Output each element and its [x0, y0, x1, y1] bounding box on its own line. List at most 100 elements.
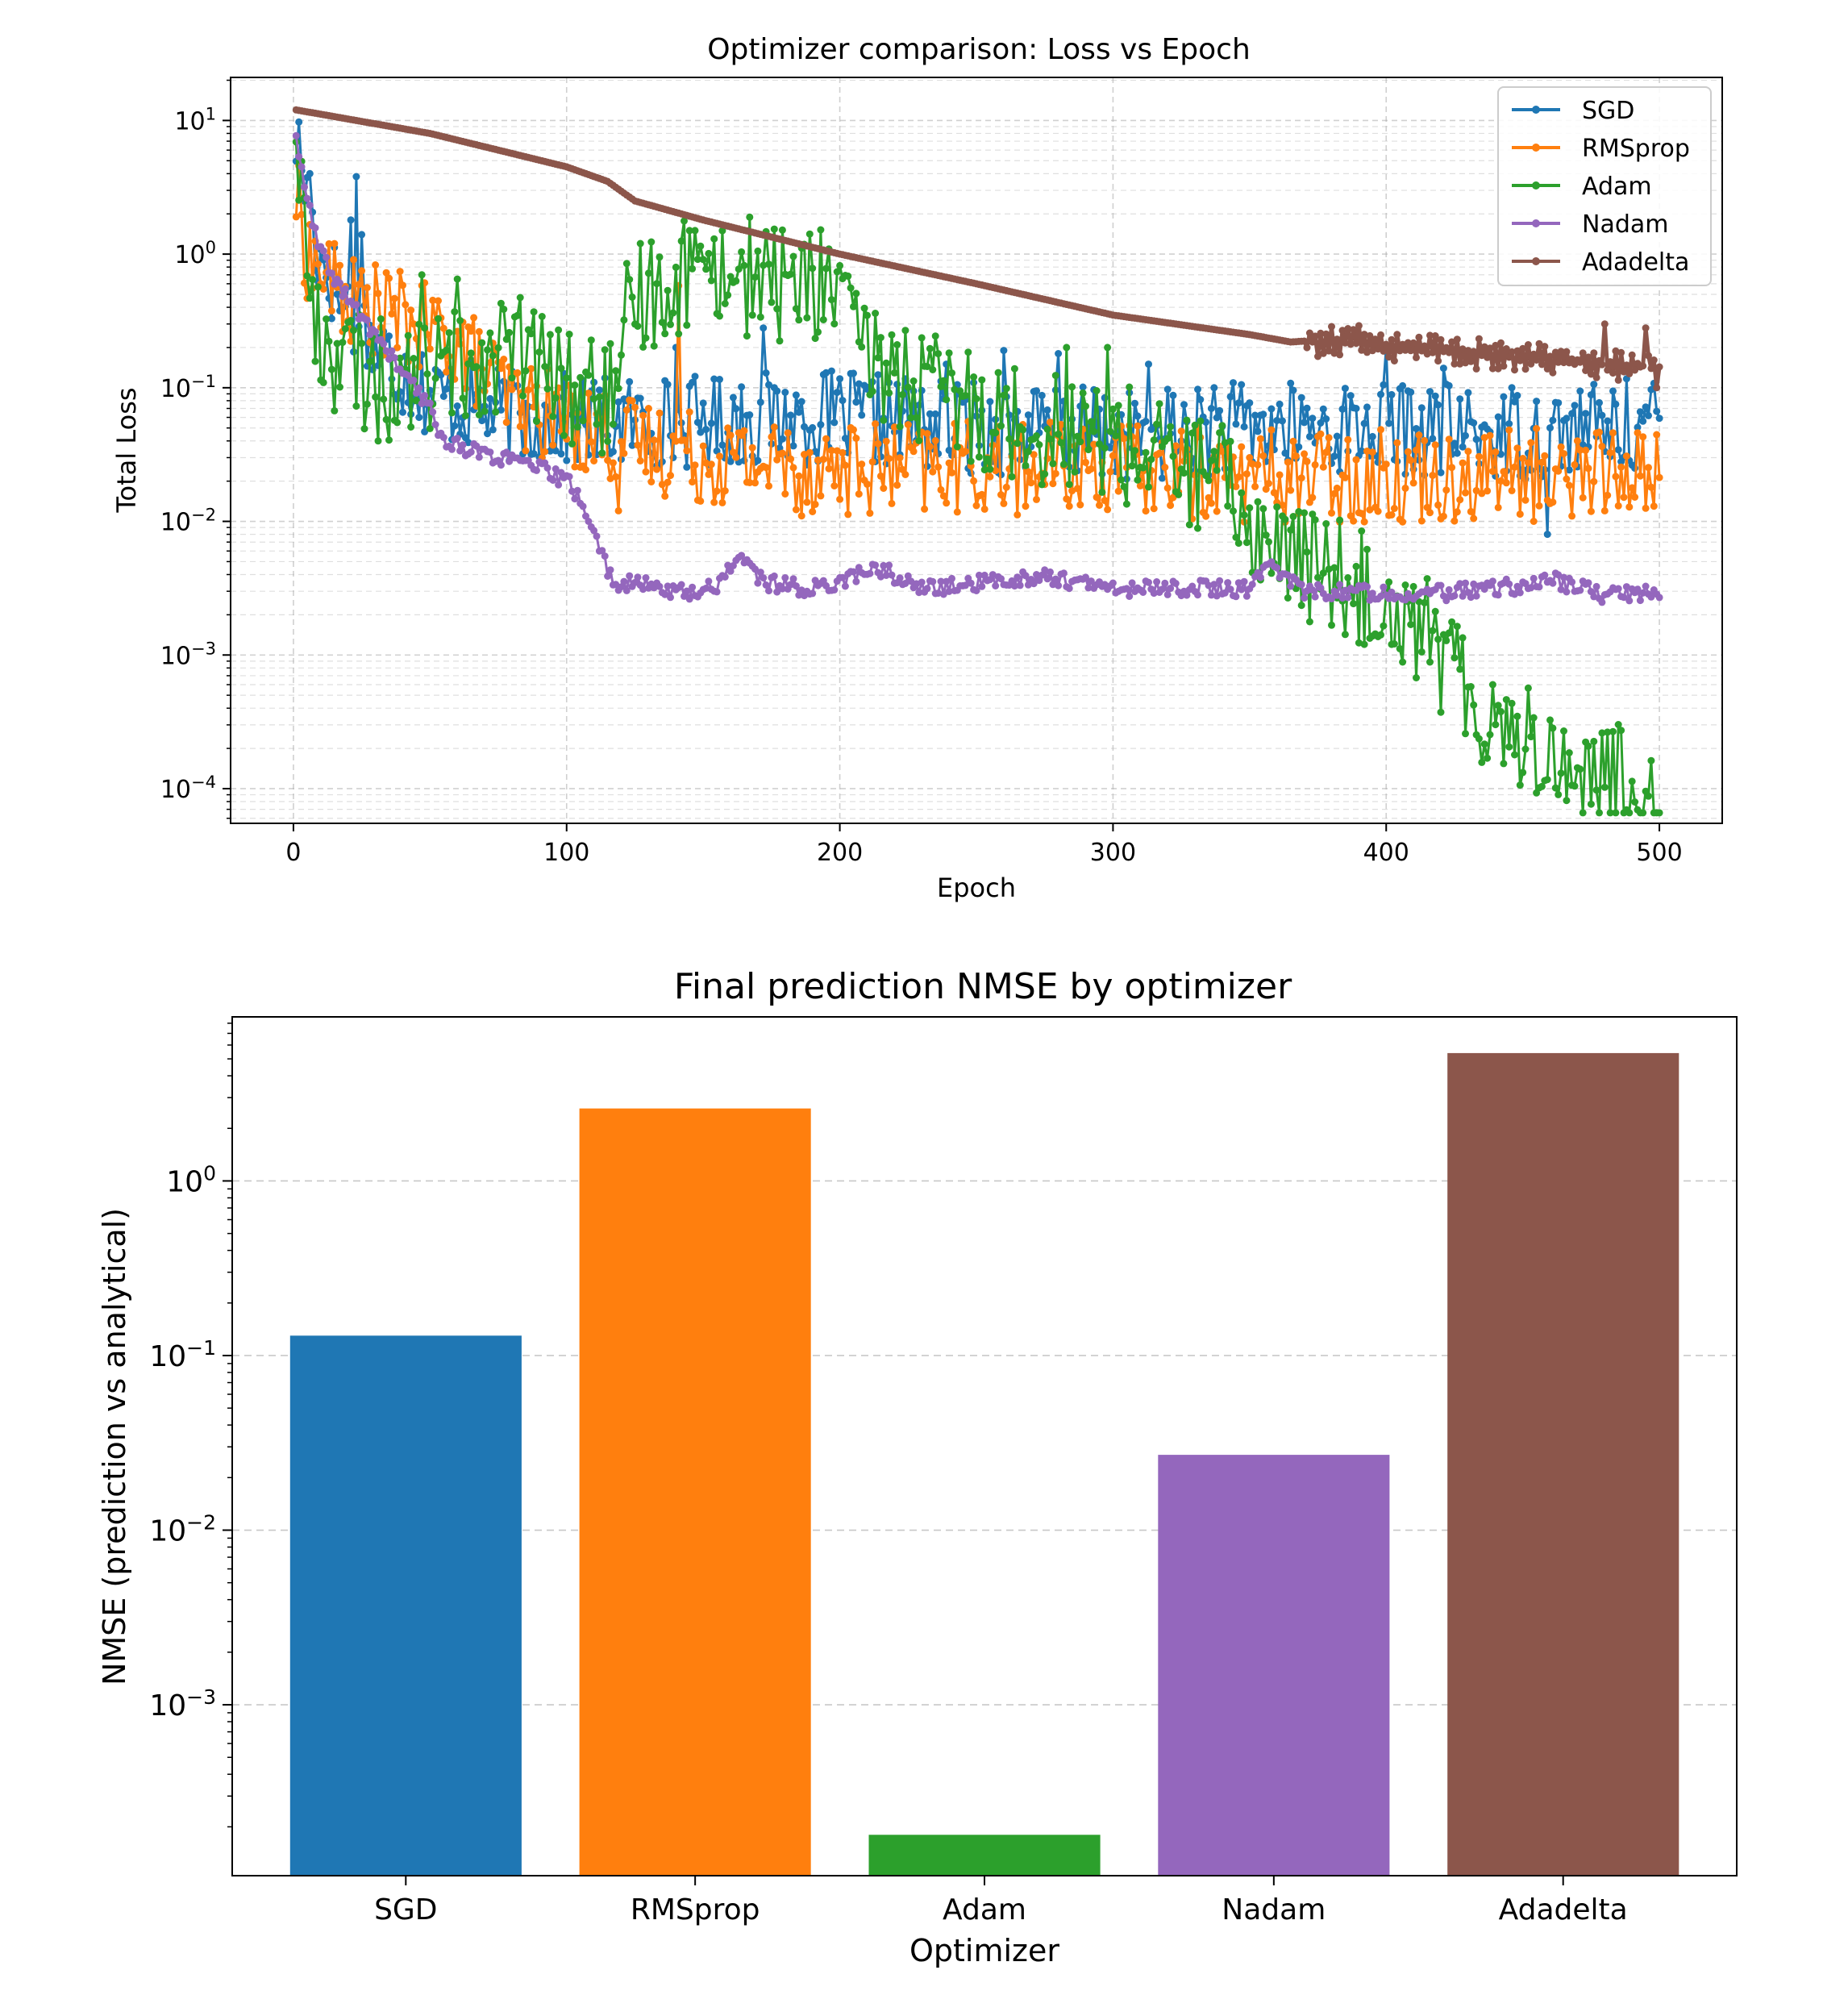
data-point-rmsprop — [1587, 507, 1595, 515]
legend-item-nadam: Nadam — [1512, 210, 1668, 239]
data-point-adam — [805, 230, 814, 238]
data-point-rmsprop — [953, 508, 961, 516]
data-point-rmsprop — [390, 294, 398, 302]
data-point-adam — [484, 346, 491, 354]
data-point-adam — [1035, 441, 1043, 448]
data-point-rmsprop — [1366, 506, 1374, 514]
data-point-sgd — [1158, 474, 1166, 482]
data-point-sgd — [1508, 384, 1516, 392]
data-point-adadelta — [1470, 348, 1478, 356]
data-point-sgd — [833, 389, 841, 397]
data-point-nadam — [622, 586, 631, 594]
data-point-nadam — [677, 581, 685, 589]
data-point-nadam — [1366, 596, 1374, 604]
data-point-adam — [522, 367, 530, 375]
nmse-y-tick-label: 10−1 — [149, 1336, 216, 1373]
data-point-adam — [1076, 438, 1084, 446]
nmse-grid — [232, 1180, 1737, 1706]
data-point-adadelta — [1584, 353, 1592, 361]
data-point-rmsprop — [1374, 507, 1382, 515]
data-point-adam — [1112, 431, 1120, 439]
series-adam — [292, 138, 1663, 817]
data-point-sgd — [1194, 385, 1201, 394]
data-point-adam — [901, 327, 909, 335]
data-point-rmsprop — [1155, 449, 1163, 457]
loss-y-tick-label: 10−3 — [160, 639, 216, 670]
data-point-adam — [909, 377, 918, 385]
data-point-nadam — [298, 163, 306, 171]
data-point-adam — [1486, 731, 1494, 739]
data-point-sgd — [931, 410, 939, 418]
data-point-nadam — [390, 354, 398, 362]
data-point-adam — [1096, 440, 1103, 448]
data-point-adam — [751, 273, 759, 281]
data-point-adam — [693, 256, 701, 264]
data-point-sgd — [811, 448, 819, 456]
data-point-nadam — [664, 582, 672, 590]
data-point-sgd — [1500, 393, 1508, 401]
legend-marker-adadelta — [1532, 257, 1540, 265]
data-point-adadelta — [1511, 366, 1518, 374]
data-point-adam — [382, 415, 390, 423]
data-point-sgd — [421, 427, 429, 435]
data-point-rmsprop — [612, 473, 620, 481]
data-point-adam — [1207, 456, 1215, 464]
data-point-adadelta — [1303, 344, 1311, 352]
data-point-rmsprop — [1388, 511, 1396, 519]
data-point-adadelta — [1319, 349, 1327, 357]
data-point-adadelta — [1617, 348, 1625, 356]
data-point-adam — [453, 275, 461, 283]
data-point-nadam — [1530, 574, 1538, 582]
data-point-adam — [538, 313, 546, 320]
data-point-sgd — [839, 397, 847, 405]
data-point-adam — [667, 320, 674, 328]
data-point-nadam — [388, 347, 396, 355]
data-point-nadam — [292, 131, 300, 140]
data-point-rmsprop — [809, 508, 817, 515]
data-point-adam — [1063, 344, 1071, 352]
data-point-nadam — [1513, 582, 1521, 590]
data-point-adam — [1175, 490, 1183, 498]
data-point-adam — [661, 330, 669, 338]
data-point-rmsprop — [689, 478, 697, 486]
data-point-sgd — [817, 421, 825, 429]
data-point-adadelta — [1336, 351, 1344, 359]
data-point-nadam — [453, 435, 461, 442]
data-point-rmsprop — [1328, 509, 1335, 517]
data-point-rmsprop — [642, 468, 650, 476]
data-point-adam — [1423, 575, 1431, 583]
loss-x-tick-label: 300 — [1090, 839, 1136, 867]
data-point-rmsprop — [374, 289, 382, 298]
data-point-sgd — [1494, 413, 1502, 421]
data-point-adam — [967, 457, 975, 465]
data-point-adam — [953, 443, 961, 451]
data-point-adam — [614, 385, 622, 393]
loss-lines — [292, 106, 1663, 817]
data-point-rmsprop — [921, 505, 929, 513]
data-point-adam — [1126, 383, 1134, 391]
data-point-nadam — [992, 582, 1000, 589]
data-point-nadam — [939, 590, 947, 598]
data-point-sgd — [1614, 446, 1622, 454]
data-point-rmsprop — [1650, 502, 1658, 510]
data-point-adam — [319, 378, 327, 386]
data-point-rmsprop — [292, 213, 300, 221]
data-point-adam — [1363, 545, 1371, 553]
data-point-nadam — [1232, 593, 1240, 601]
data-point-nadam — [1338, 594, 1346, 602]
data-point-rmsprop — [841, 461, 849, 469]
nmse-axis-ticks — [223, 1023, 1564, 1885]
data-point-adam — [508, 374, 516, 382]
data-point-rmsprop — [778, 449, 786, 457]
data-point-rmsprop — [858, 460, 866, 469]
data-point-nadam — [385, 355, 393, 363]
data-point-sgd — [756, 398, 764, 406]
data-point-rmsprop — [301, 279, 308, 287]
data-point-sgd — [809, 423, 817, 431]
data-point-rmsprop — [1101, 497, 1109, 505]
data-point-rmsprop — [1413, 446, 1420, 454]
data-point-nadam — [1065, 585, 1073, 593]
data-point-sgd — [1407, 388, 1415, 396]
data-point-rmsprop — [1136, 481, 1144, 489]
data-point-sgd — [1038, 391, 1046, 399]
